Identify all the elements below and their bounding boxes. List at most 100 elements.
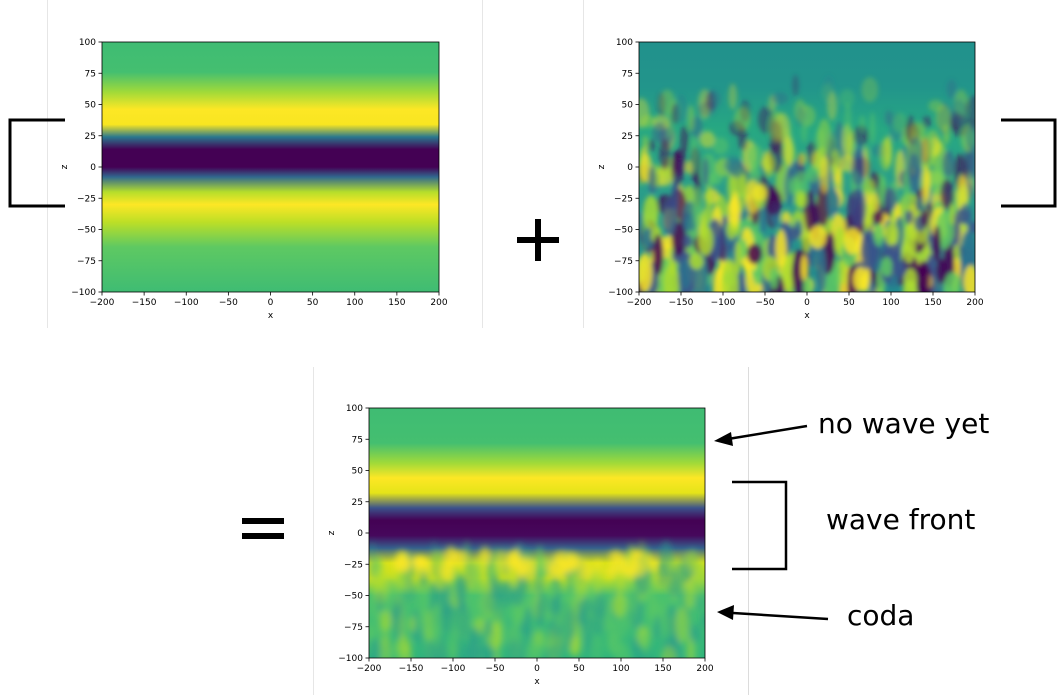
scatter-blob [967, 221, 975, 234]
heatmap-total-texture [369, 539, 705, 658]
x-axis-label: x [534, 677, 540, 687]
scatter-blob [933, 225, 941, 262]
axes-total: −200 −150 −100 −50 0 50 100 150 200 100 75 50 25 0 −25… [327, 404, 714, 687]
scatter-blob [936, 258, 947, 284]
coda-blob [560, 595, 574, 612]
x-tick-label: 50 [843, 298, 855, 308]
y-tick-label: 25 [85, 132, 96, 142]
y-tick-label: −25 [77, 194, 96, 204]
coda-blob [454, 576, 466, 607]
scatter-blob [948, 203, 956, 226]
coda-blob [661, 645, 677, 658]
scatter-blob [946, 79, 957, 100]
scatter-blob [712, 137, 729, 155]
wavefront-blob [514, 558, 531, 575]
coda-blob [485, 619, 493, 638]
coda-blob [684, 582, 696, 610]
y-axis-label: z [327, 530, 337, 535]
x-tick-label: −200 [357, 664, 382, 674]
scatter-blob [648, 165, 656, 195]
coda-blob [659, 598, 669, 639]
scatter-blob [640, 115, 656, 128]
scatter-blob [642, 195, 659, 230]
y-tick-label: 50 [352, 467, 364, 477]
scatter-blob [752, 184, 768, 201]
coda-blob [430, 551, 445, 568]
coda-blob [524, 641, 540, 658]
y-tick-label: 75 [352, 435, 363, 445]
wavefront-blob [632, 550, 646, 568]
scatter-blob [728, 83, 738, 110]
scatter-blob [861, 77, 879, 103]
equals-operator [242, 518, 284, 539]
y-tick-label: 50 [622, 101, 634, 111]
x-tick-label: 200 [966, 298, 983, 308]
scatter-blob [728, 160, 745, 178]
coda-blob [575, 579, 588, 600]
scatter-blob [740, 174, 747, 205]
coda-blob [507, 641, 521, 658]
coda-blob [369, 638, 382, 658]
wavefront-blob [479, 546, 491, 564]
x-tick-label: 0 [534, 664, 540, 674]
coda-blob [546, 580, 558, 598]
y-tick-label: −75 [344, 623, 363, 633]
wavefront-blob [643, 554, 656, 572]
x-tick-label: 50 [307, 298, 319, 308]
y-tick-label: −100 [71, 288, 96, 298]
x-tick-label: 150 [654, 664, 671, 674]
scatter-blob [965, 123, 975, 151]
scatter-blob [730, 191, 740, 227]
scatter-blob [800, 254, 808, 282]
scatter-blob [821, 83, 834, 102]
scatter-blob [672, 150, 680, 173]
coda-blob [639, 631, 651, 654]
coda-blob [424, 640, 437, 658]
y-tick-label: 100 [79, 38, 96, 48]
scatter-blob [904, 208, 914, 225]
scatter-blob [796, 193, 808, 208]
y-tick-label: −50 [77, 226, 96, 236]
y-tick-label: 50 [85, 101, 97, 111]
axes-smooth: −200 −150 −100 −50 0 50 100 150 200 100 75 50 25 0 −25… [60, 38, 448, 321]
scatter-blob [708, 171, 723, 185]
scatter-blob [819, 155, 829, 194]
scatter-blob [679, 258, 692, 290]
y-tick-label: −100 [338, 654, 363, 664]
coda-blob [672, 561, 683, 598]
coda-blob [379, 633, 392, 658]
annotation-wave-front: wave front [826, 503, 975, 536]
scatter-blob [707, 218, 724, 263]
wave-front-bracket [732, 480, 788, 571]
scatter-blob [843, 228, 862, 255]
scatter-blob [702, 157, 709, 186]
scatter-blob [908, 136, 924, 171]
scatter-blob [697, 225, 714, 256]
wavefront-blob [412, 556, 428, 567]
wavefront-blob [506, 551, 518, 566]
scatter-blob [892, 260, 908, 277]
scatter-blob [965, 95, 975, 128]
scatter-blob [884, 110, 893, 126]
y-axis-label: z [60, 164, 70, 169]
y-tick-label: −50 [614, 226, 633, 236]
y-tick-label: 75 [85, 69, 96, 79]
scatter-blob [916, 260, 931, 292]
heatmap-smooth [102, 42, 439, 292]
scatter-blob [900, 193, 919, 212]
scatter-blob [769, 267, 779, 290]
panel-total-wavefield: −200 −150 −100 −50 0 50 100 150 200 100 75 50 25 0 −25… [327, 404, 714, 687]
heatmap-scattered-texture [639, 74, 975, 292]
scatter-blob [809, 225, 827, 249]
y-tick-label: 75 [622, 69, 633, 79]
scatter-blob [849, 188, 867, 228]
annotation-no-wave-yet: no wave yet [818, 407, 989, 440]
x-tick-label: −50 [486, 664, 505, 674]
scatter-blob [663, 197, 678, 237]
y-tick-label: −50 [344, 592, 363, 602]
scatter-blob [692, 186, 703, 230]
scatter-blob [763, 153, 776, 178]
y-tick-label: 100 [616, 38, 633, 48]
x-axis-label: x [804, 311, 810, 321]
arrow-coda [717, 605, 829, 621]
